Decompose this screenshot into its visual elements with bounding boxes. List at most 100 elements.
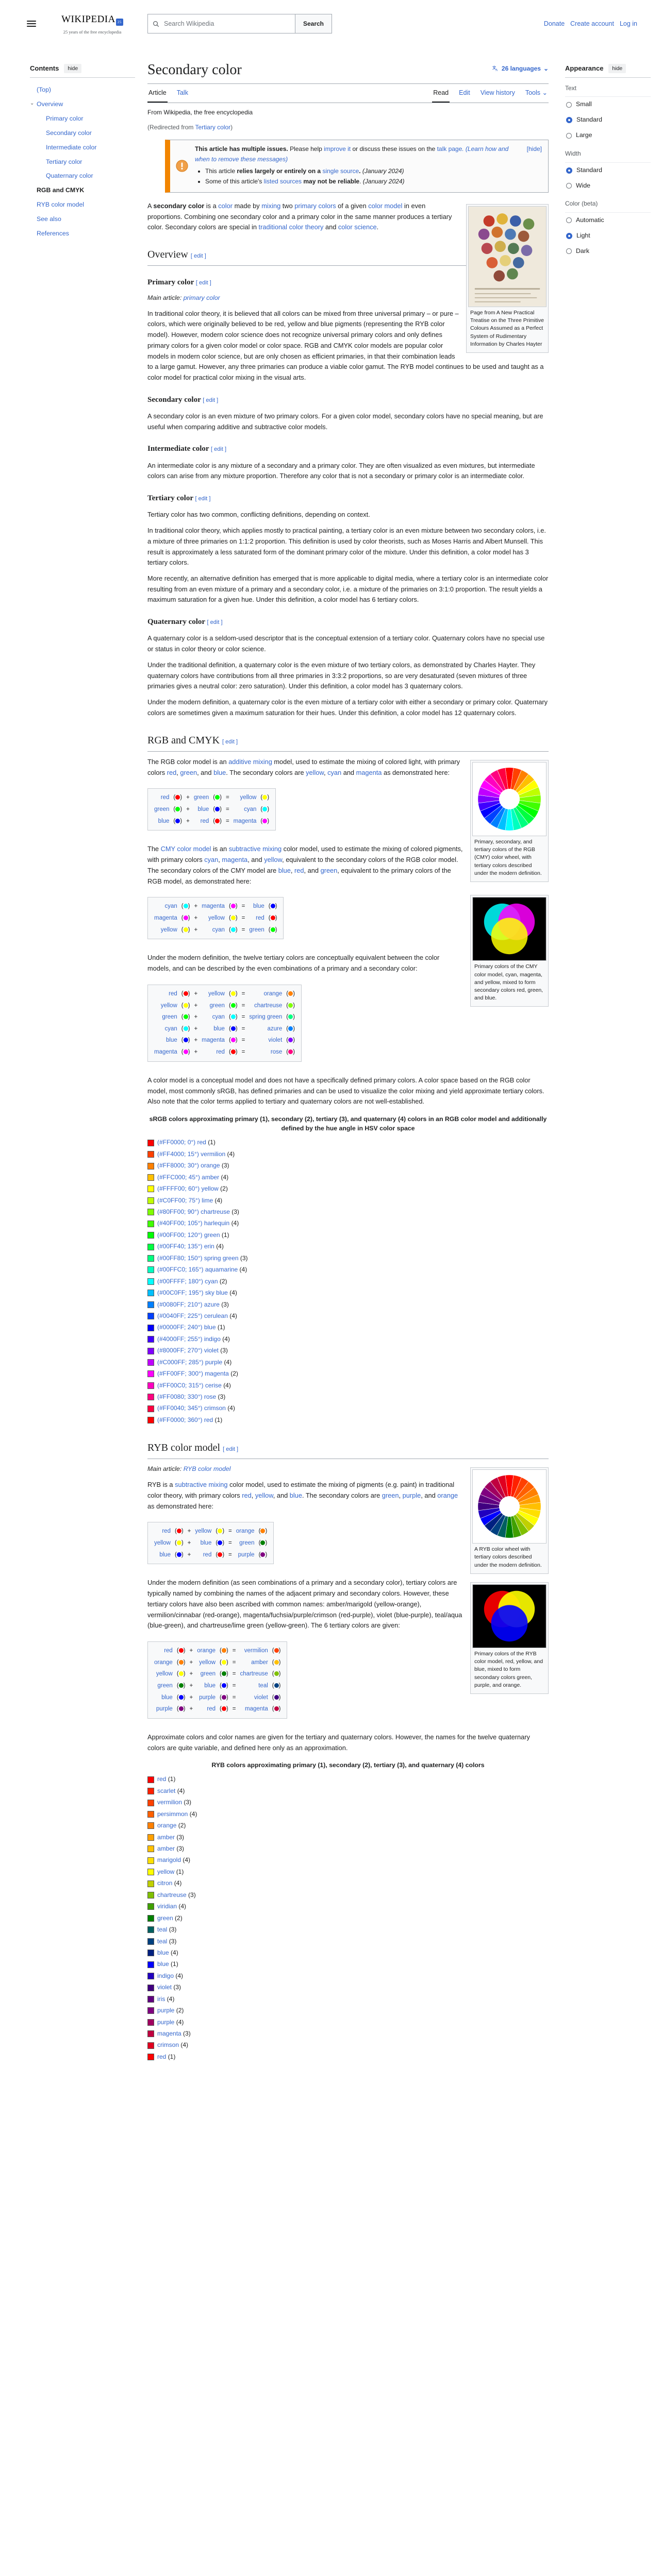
donate-link[interactable]: Donate [543, 20, 565, 27]
color-name-link[interactable]: magenta [202, 1037, 225, 1044]
color-name-link[interactable]: green [154, 806, 170, 812]
search-form[interactable]: Search [147, 14, 332, 33]
toc-item-label[interactable]: Quaternary color [46, 172, 93, 180]
appearance-option-small[interactable]: Small [565, 97, 651, 112]
appearance-hide-button[interactable]: hide [608, 63, 626, 73]
color-name-link[interactable]: rose [270, 1049, 283, 1056]
color-label[interactable]: (#C0FF00; 75°) lime (4) [157, 1196, 223, 1204]
color-name-link[interactable]: blue [159, 1551, 171, 1558]
login-link[interactable]: Log in [619, 20, 637, 27]
toc-item-label[interactable]: References [37, 230, 69, 238]
color-name-link[interactable]: yellow [208, 914, 225, 921]
inline-link[interactable]: red [294, 866, 304, 874]
appearance-option-light[interactable]: Light [565, 228, 651, 244]
radio-button[interactable] [566, 101, 572, 108]
color-name-link[interactable]: chartreuse [240, 1671, 268, 1677]
color-label[interactable]: (#FF4000; 15°) vermilion (4) [157, 1150, 235, 1158]
color-label[interactable]: (#C000FF; 285°) purple (4) [157, 1358, 232, 1366]
color-name-link[interactable]: violet [254, 1694, 268, 1701]
radio-button[interactable] [566, 248, 572, 255]
color-label[interactable]: (#0080FF; 210°) azure (3) [157, 1300, 229, 1308]
talk-page-link[interactable]: talk page [437, 145, 462, 153]
color-name-link[interactable]: yellow [199, 1659, 216, 1666]
toc-item-label[interactable]: (Top) [37, 86, 52, 94]
main-menu-icon[interactable] [27, 19, 36, 28]
toc-item-label[interactable]: RYB color model [37, 201, 85, 209]
toc-item-label[interactable]: Primary color [46, 114, 84, 122]
color-label[interactable]: (#FFC000; 45°) amber (4) [157, 1173, 229, 1181]
color-name-link[interactable]: blue [158, 818, 170, 824]
radio-button[interactable] [566, 167, 572, 174]
color-label[interactable]: (#80FF00; 90°) chartreuse (3) [157, 1208, 239, 1216]
toc-item-label[interactable]: See also [37, 215, 61, 223]
color-label[interactable]: (#FF0000; 360°) red (1) [157, 1416, 223, 1423]
inline-link[interactable]: color model [368, 201, 403, 210]
inline-link[interactable]: yellow [264, 856, 283, 864]
color-label[interactable]: amber (3) [157, 1845, 185, 1853]
inline-link[interactable]: blue [289, 1491, 302, 1499]
color-name-link[interactable]: red [200, 818, 209, 824]
toc-item-references[interactable]: References [30, 227, 135, 241]
color-name-link[interactable]: teal [258, 1682, 268, 1689]
tab-talk[interactable]: Talk [176, 84, 189, 103]
inline-link[interactable]: yellow [306, 768, 324, 776]
color-name-link[interactable]: yellow [160, 926, 177, 933]
inline-link[interactable]: traditional color theory [258, 223, 324, 231]
inline-link[interactable]: green [320, 866, 338, 874]
toc-item-primary-color[interactable]: Primary color [30, 112, 135, 126]
appearance-option-large[interactable]: Large [565, 128, 651, 143]
color-name-link[interactable]: red [160, 794, 170, 801]
wikipedia-logo[interactable]: WIKIPEDIA 25 25 years of the free encyclo… [48, 12, 136, 36]
tab-article[interactable]: Article [147, 84, 168, 103]
color-label[interactable]: blue (1) [157, 1960, 178, 1968]
edit-section-link[interactable]: [ edit ] [223, 1446, 239, 1452]
toc-item-label[interactable]: RGB and CMYK [37, 187, 85, 194]
color-label[interactable]: (#FF8000; 30°) orange (3) [157, 1162, 229, 1170]
color-name-link[interactable]: cyan [164, 903, 177, 910]
color-name-link[interactable]: magenta [154, 1049, 177, 1056]
toc-item-see-also[interactable]: See also [30, 212, 135, 227]
color-name-link[interactable]: green [157, 1682, 173, 1689]
appearance-option-automatic[interactable]: Automatic [565, 213, 651, 228]
inline-link[interactable]: magenta [356, 768, 382, 776]
toc-item-quaternary-color[interactable]: Quaternary color [30, 169, 135, 183]
color-label[interactable]: teal (3) [157, 1926, 177, 1934]
color-name-link[interactable]: yellow [208, 990, 225, 997]
appearance-option-standard[interactable]: Standard [565, 163, 651, 178]
color-label[interactable]: amber (3) [157, 1833, 185, 1841]
primary-color-link[interactable]: primary color [183, 294, 220, 301]
color-label[interactable]: (#0000FF; 240°) blue (1) [157, 1324, 225, 1331]
toc-item-secondary-color[interactable]: Secondary color [30, 126, 135, 141]
toc-item-rgb-and-cmyk[interactable]: RGB and CMYK [30, 183, 135, 198]
color-name-link[interactable]: vermilion [244, 1648, 268, 1654]
color-label[interactable]: magenta (3) [157, 2030, 191, 2038]
color-name-link[interactable]: green [239, 1539, 255, 1546]
redirect-source-link[interactable]: Tertiary color [195, 123, 231, 131]
color-name-link[interactable]: blue [204, 1682, 216, 1689]
color-name-link[interactable]: purple [238, 1551, 255, 1558]
color-label[interactable]: (#FF0080; 330°) rose (3) [157, 1393, 226, 1401]
color-label[interactable]: (#8000FF; 270°) violet (3) [157, 1347, 228, 1354]
inline-link[interactable]: color [218, 201, 233, 210]
color-label[interactable]: red (1) [157, 2053, 176, 2060]
toc-item-label[interactable]: Intermediate color [46, 143, 97, 151]
inline-link[interactable]: CMY color model [160, 845, 211, 853]
color-name-link[interactable]: yellow [156, 1671, 173, 1677]
color-name-link[interactable]: green [193, 794, 209, 801]
color-name-link[interactable]: green [209, 1002, 225, 1009]
color-name-link[interactable]: red [169, 990, 177, 997]
color-name-link[interactable]: cyan [164, 1025, 177, 1032]
edit-section-link[interactable]: [ edit ] [203, 397, 219, 403]
edit-section-link[interactable]: [ edit ] [195, 280, 211, 286]
color-label[interactable]: violet (3) [157, 1984, 181, 1991]
color-name-link[interactable]: orange [197, 1648, 216, 1654]
inline-link[interactable]: subtractive mixing [175, 1481, 228, 1489]
edit-section-link[interactable]: [ edit ] [222, 738, 238, 745]
color-name-link[interactable]: red [207, 1706, 216, 1713]
color-label[interactable]: citron (4) [157, 1879, 182, 1887]
toc-item-overview[interactable]: ⌄ Overview [30, 97, 135, 112]
search-button[interactable]: Search [294, 14, 332, 33]
toc-item-label[interactable]: Secondary color [46, 129, 92, 137]
radio-button[interactable] [566, 217, 572, 224]
color-label[interactable]: vermilion (3) [157, 1799, 192, 1806]
